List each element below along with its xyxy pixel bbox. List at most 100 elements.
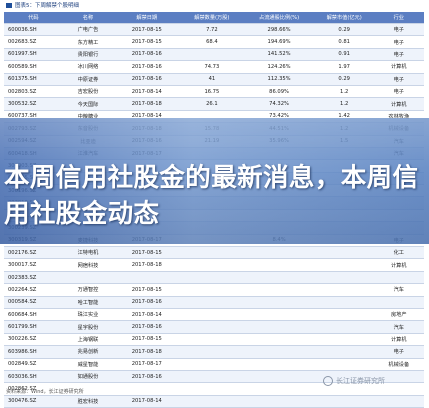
column-header: 解禁市值(亿元) [314,12,374,24]
table-cell: 26.1 [180,97,244,111]
headline-text: 本周信用社股金的最新消息，本周信用社股金动态 [4,163,419,229]
table-row: 601799.SH 星宇股份 2017-08-16 汽车 [4,320,424,334]
table-cell: 计算机 [373,60,424,74]
table-cell: 网宿科技 [62,258,114,272]
table-cell: 1.97 [314,60,374,74]
table-cell: 1.2 [314,97,374,111]
table-row: 600589.SH 冰川网络 2017-08-16 74.73 124.26% 1.97 计… [4,60,424,74]
table-cell: 今天国际 [62,97,114,111]
table-cell: 2017-08-16 [113,48,181,62]
table-row: 300476.SZ 胜宏科技 2017-08-14 [4,395,424,408]
table-cell [180,308,244,322]
table-cell: 300226.SZ [4,333,63,347]
table-cell: 002383.SZ [4,271,63,285]
table-cell: 2017-08-18 [113,97,181,111]
table-cell: 603986.SH [4,345,63,359]
table-row: 002264.SZ 万通智控 2017-08-15 汽车 [4,283,424,297]
table-cell: 汽车 [373,283,424,297]
table-cell [243,308,315,322]
table-cell [243,320,315,334]
table-cell: 广电广告 [62,23,114,37]
table-cell: 2017-08-16 [113,296,181,310]
watermark: 长江证券研究所 [323,373,385,389]
table-cell [373,382,424,396]
table-cell: 600036.SH [4,23,63,37]
table-cell: 124.26% [243,60,315,74]
table-cell: 吉宏股份 [62,85,114,99]
table-cell [243,358,315,371]
table-row: 603986.SH 兆易创新 2017-08-18 电子 [4,345,424,359]
table-cell: 74.32% [243,97,315,111]
table-cell [180,48,244,62]
table-row: 002683.SZ 东方精工 2017-08-15 68.4 194.69% 0.81 电子 [4,35,424,49]
watermark-text: 长江证券研究所 [336,377,385,385]
brand-logo-icon [323,376,333,386]
table-cell [243,258,315,272]
table-row: 002176.SZ 江特电机 2017-08-15 化工 [4,246,424,260]
table-row: 603036.SH 如通股份 2017-08-16 [4,370,424,384]
table-cell: 2017-08-15 [113,246,181,260]
table-header-row: 代码 名称 解禁日期 解禁数量(万股) 占流通股比例(%) 解禁市值(亿元) 行… [4,12,424,24]
table-cell [243,345,315,359]
table-cell: 冰川网络 [62,60,114,74]
table-cell: 1.2 [314,85,374,99]
table-cell: 电子 [373,345,424,359]
table-cell: 化工 [373,246,424,260]
table-cell: 000584.SZ [4,296,63,310]
table-cell: 603036.SH [4,370,63,384]
table-cell [180,258,244,272]
table-cell [314,308,374,322]
table-cell [62,382,114,396]
table-cell: 74.73 [180,60,244,74]
table-cell [180,358,244,371]
table-cell: 如通股份 [62,370,114,384]
table-cell: 2017-08-16 [113,320,181,334]
table-cell: 2017-08-15 [113,283,181,297]
table-cell [113,271,181,285]
table-cell: 002264.SZ [4,283,63,297]
table-cell: 胜宏科技 [62,395,114,408]
table-row: 300226.SZ 上海钢联 2017-08-15 计算机 [4,333,424,347]
table-cell [314,271,374,285]
table-cell [180,283,244,297]
table-cell [243,370,315,384]
table-cell: 601799.SH [4,320,63,334]
table-cell [180,395,244,408]
table-cell: 194.69% [243,35,315,49]
table-cell: 0.81 [314,35,374,49]
table-cell: 计算机 [373,258,424,272]
table-cell: 0.29 [314,73,374,86]
table-cell: 计算机 [373,333,424,347]
table-cell: 68.4 [180,35,244,49]
table-cell [243,333,315,347]
table-row: 002383.SZ [4,271,424,285]
table-cell [180,296,244,310]
table-cell [314,345,374,359]
table-cell: 112.35% [243,73,315,86]
table-cell [314,382,374,396]
table-cell: 300476.SZ [4,395,63,408]
table-cell [314,258,374,272]
table-cell: 2017-08-15 [113,35,181,49]
table-cell [243,271,315,285]
table-cell: 2017-08-18 [113,258,181,272]
table-cell: 300532.SZ [4,97,63,111]
table-cell [373,271,424,285]
table-cell [243,283,315,297]
table-cell [314,296,374,310]
table-cell: 房地产 [373,308,424,322]
table-cell [314,283,374,297]
table-row: 002849.SZ 威星智能 2017-08-17 机械设备 [4,358,424,371]
table-cell [180,271,244,285]
table-cell [113,382,181,396]
table-cell: 002862.SZ [4,382,63,396]
table-cell: 2017-08-16 [113,73,181,86]
table-row: 600684.SH 珠江实业 2017-08-14 房地产 [4,308,424,322]
headline-banner [0,118,429,244]
table-cell: 86.09% [243,85,315,99]
table-cell: 16.75 [180,85,244,99]
table-row: 002803.SZ 吉宏股份 2017-08-14 16.75 86.09% 1.2 电子 [4,85,424,99]
banner-gloss [0,118,429,244]
table-cell: 2017-08-14 [113,85,181,99]
table-cell: 298.66% [243,23,315,37]
